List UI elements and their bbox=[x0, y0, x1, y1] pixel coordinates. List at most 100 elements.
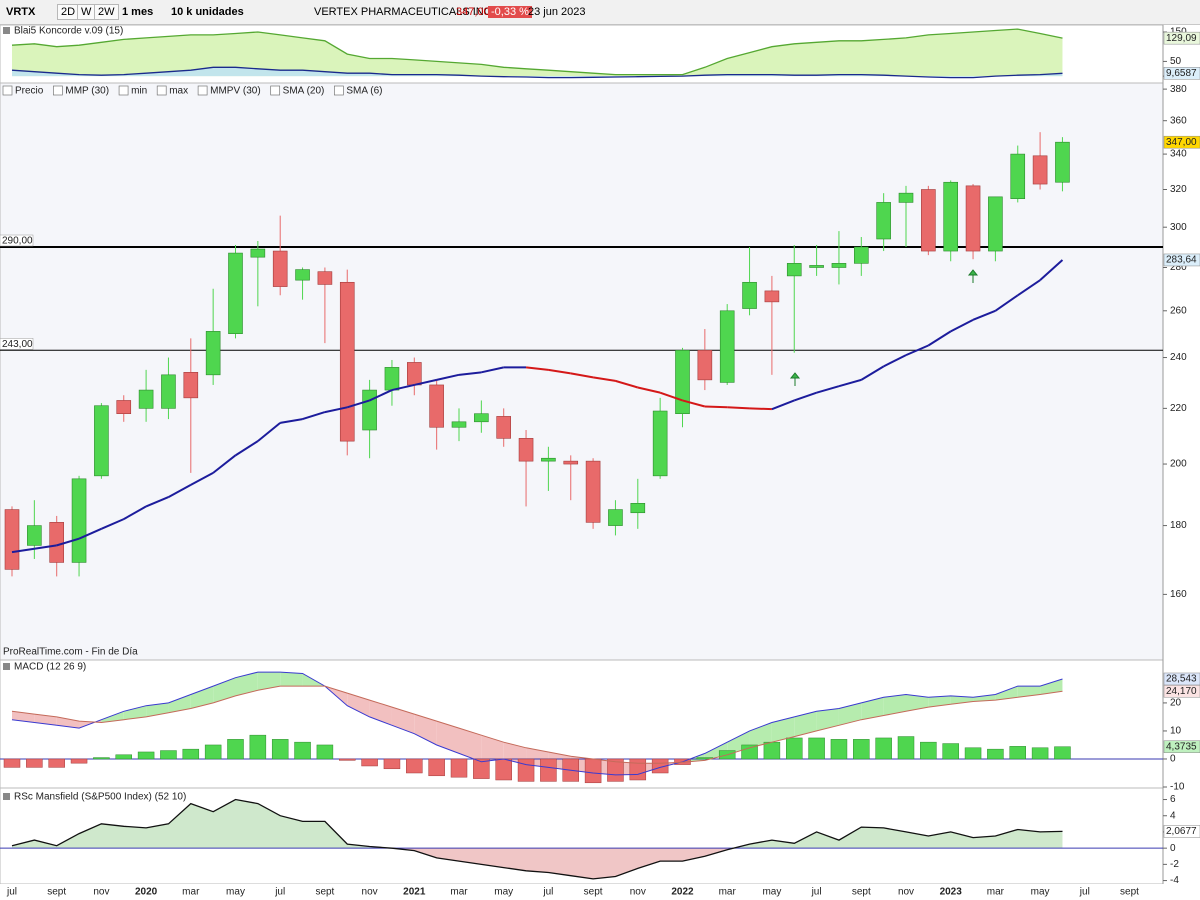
macd-fill bbox=[168, 694, 191, 713]
histogram-bar bbox=[607, 758, 624, 782]
candle-body bbox=[4, 509, 20, 570]
y-tick-label: 50 bbox=[1170, 56, 1182, 67]
y-tick-label: 380 bbox=[1170, 84, 1187, 95]
units[interactable]: 10 k unidades bbox=[171, 6, 244, 18]
macd-fill bbox=[34, 714, 57, 726]
macd-fill bbox=[973, 694, 996, 702]
sma-segment bbox=[972, 309, 996, 321]
sma-segment bbox=[771, 399, 795, 411]
macd-fill bbox=[347, 693, 370, 717]
sma-segment bbox=[905, 344, 929, 357]
indicator-toggle[interactable] bbox=[53, 85, 63, 96]
candle-body bbox=[786, 263, 802, 277]
panel-title: MACD (12 26 9) bbox=[14, 662, 86, 673]
y-tick-label: 340 bbox=[1170, 149, 1187, 160]
indicator-toggle[interactable] bbox=[2, 85, 13, 96]
panel-icon bbox=[3, 663, 10, 670]
x-tick-label: may bbox=[762, 887, 781, 898]
histogram-bar bbox=[942, 743, 959, 760]
sma-segment bbox=[682, 399, 706, 408]
sma-segment bbox=[548, 368, 571, 375]
x-tick-label: mar bbox=[987, 887, 1005, 898]
candle-body bbox=[1010, 153, 1026, 199]
sma-segment bbox=[257, 422, 281, 442]
quote-date: 23 jun 2023 bbox=[528, 6, 586, 18]
x-tick-label: mar bbox=[450, 887, 468, 898]
indicator-label: MMPV (30) bbox=[210, 86, 261, 97]
macd-fill bbox=[101, 711, 124, 723]
histogram-bar bbox=[361, 758, 378, 767]
candle-body bbox=[496, 416, 512, 439]
indicator-toggle[interactable] bbox=[334, 85, 344, 96]
symbol[interactable]: VRTX bbox=[6, 6, 36, 18]
candle-body bbox=[362, 389, 377, 431]
candle-body bbox=[317, 271, 333, 285]
timeframe[interactable]: 1 mes bbox=[122, 6, 154, 18]
candle-body bbox=[675, 349, 690, 415]
y-tick-label: -4 bbox=[1170, 875, 1179, 886]
period-button[interactable]: 2D bbox=[57, 4, 80, 20]
histogram-bar bbox=[204, 744, 222, 760]
histogram-bar bbox=[271, 739, 289, 760]
x-tick-label: may bbox=[226, 887, 245, 898]
sma-segment bbox=[302, 411, 326, 421]
sma-segment bbox=[324, 406, 348, 414]
candle-body bbox=[518, 438, 534, 462]
candle-body bbox=[563, 460, 579, 465]
instrument-name: VERTEX PHARMACEUTICALS INC. bbox=[314, 6, 495, 18]
candle-body bbox=[853, 246, 869, 264]
series-line bbox=[11, 685, 1063, 764]
y-tick-label: 280 bbox=[1170, 262, 1187, 273]
indicator-toggle[interactable] bbox=[118, 85, 129, 96]
histogram-bar bbox=[517, 758, 535, 782]
level-label: 243,00 bbox=[2, 339, 33, 350]
value-tag: 283,64 bbox=[1166, 255, 1197, 266]
sma-segment bbox=[369, 389, 393, 402]
y-tick-label: 360 bbox=[1170, 115, 1187, 126]
histogram-bar bbox=[450, 758, 468, 778]
y-tick-label: 240 bbox=[1170, 352, 1187, 363]
panel-icon bbox=[3, 27, 10, 34]
histogram-bar bbox=[93, 757, 110, 760]
indicator-toggle[interactable] bbox=[270, 85, 281, 96]
value-tag: 347,00 bbox=[1166, 137, 1197, 148]
macd-fill bbox=[794, 711, 817, 737]
indicator-toggle[interactable] bbox=[197, 85, 208, 96]
sma-segment bbox=[525, 366, 549, 371]
sma-segment bbox=[458, 371, 482, 376]
panel-title: RSc Mansfield (S&P500 Index) (52 10) bbox=[14, 792, 186, 803]
indicator-toggle[interactable] bbox=[156, 85, 167, 96]
sma-segment bbox=[481, 366, 504, 374]
sma-segment bbox=[34, 544, 57, 550]
x-tick-label: sept bbox=[584, 887, 603, 898]
macd-fill bbox=[861, 697, 884, 720]
candle-body bbox=[116, 400, 132, 415]
histogram-bar bbox=[964, 747, 982, 760]
macd-fill bbox=[950, 695, 974, 705]
histogram-bar bbox=[853, 739, 870, 760]
candle-body bbox=[630, 502, 646, 514]
macd-fill bbox=[481, 735, 504, 762]
value-tag: 9,6587 bbox=[1166, 68, 1197, 79]
series-line bbox=[11, 28, 1063, 76]
histogram-bar bbox=[540, 758, 557, 782]
y-tick-label: 4 bbox=[1170, 810, 1176, 821]
histogram-bar bbox=[1031, 747, 1049, 760]
value-tag-box bbox=[1163, 253, 1200, 267]
x-tick-label: mar bbox=[182, 887, 200, 898]
price-change: -0,33 % bbox=[488, 6, 532, 18]
period-button[interactable]: 2W bbox=[94, 4, 119, 20]
candle-body bbox=[27, 525, 42, 546]
value-tag-box bbox=[1163, 672, 1200, 686]
macd-fill bbox=[883, 694, 906, 716]
candle-body bbox=[1055, 141, 1070, 183]
histogram-bar bbox=[495, 758, 512, 781]
x-axis-band bbox=[0, 884, 1200, 900]
y-tick-label: 0 bbox=[1170, 754, 1176, 765]
macd-fill bbox=[235, 672, 258, 696]
candle-body bbox=[272, 250, 288, 287]
last-price: 347,00 bbox=[456, 6, 490, 18]
sma-segment bbox=[883, 354, 907, 368]
candle-body bbox=[205, 331, 221, 376]
sma-segment bbox=[414, 378, 437, 386]
